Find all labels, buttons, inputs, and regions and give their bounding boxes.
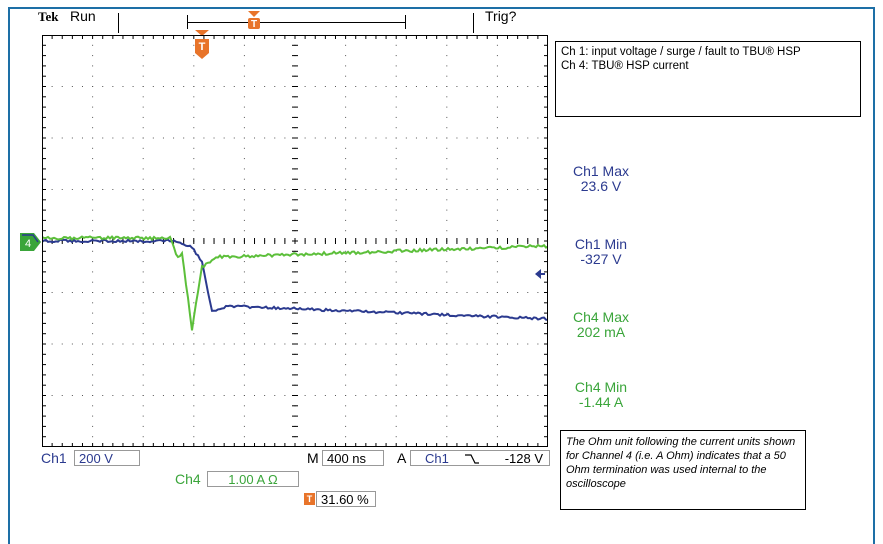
ohm-note-box: The Ohm unit following the current units… (560, 430, 806, 510)
channel-note-line-2: Ch 4: TBU® HSP current (561, 59, 855, 73)
channel-note-box: Ch 1: input voltage / surge / fault to T… (555, 41, 861, 117)
ch4-scale-field[interactable]: 1.00 A Ω (207, 471, 299, 487)
trigger-source: Ch1 (425, 451, 449, 467)
trigger-position-letter: T (251, 19, 257, 30)
ch1-scale-label: Ch1 (41, 450, 67, 466)
graticule (42, 35, 548, 447)
timebase-field[interactable]: 400 ns (322, 450, 384, 466)
falling-edge-icon (465, 454, 479, 464)
ch4-scale-label: Ch4 (175, 471, 201, 487)
trigger-position-field[interactable]: 31.60 % (316, 491, 376, 507)
ch1-scale-field[interactable]: 200 V (74, 450, 140, 466)
status-divider (473, 13, 474, 33)
ch1-min-value: -327 V (548, 252, 654, 267)
record-view-bar (187, 22, 405, 23)
ch4-ground-marker-label: 4 (25, 238, 31, 250)
acquisition-label: A (397, 450, 406, 466)
trigger-settings-field[interactable]: Ch1 -128 V (410, 450, 550, 466)
ch1-min-readout: Ch1 Min -327 V (548, 237, 654, 267)
ch1-max-readout: Ch1 Max 23.6 V (548, 164, 654, 194)
ch1-trace (42, 240, 548, 320)
channel-note-line-1: Ch 1: input voltage / surge / fault to T… (561, 45, 855, 59)
ch1-min-label: Ch1 Min (548, 237, 654, 252)
trigger-position-icon[interactable]: T (247, 11, 261, 35)
ch4-min-readout: Ch4 Min -1.44 A (548, 380, 654, 410)
timebase-label: M (307, 450, 319, 466)
trigger-level: -128 V (505, 451, 543, 467)
record-view-right (405, 15, 406, 29)
ch4-max-readout: Ch4 Max 202 mA (548, 310, 654, 340)
trigger-status: Trig? (485, 8, 516, 24)
ch4-max-label: Ch4 Max (548, 310, 654, 325)
ch1-level-arrow-icon (535, 269, 545, 279)
ch4-ground-marker-icon[interactable]: 4 (20, 233, 42, 251)
ch4-min-value: -1.44 A (548, 395, 654, 410)
run-status: Run (70, 8, 96, 24)
ch1-max-label: Ch1 Max (548, 164, 654, 179)
status-divider (118, 13, 119, 33)
ch4-max-value: 202 mA (548, 325, 654, 340)
record-view-left (187, 15, 188, 29)
trigger-marker-icon: T (304, 493, 315, 505)
ch1-max-value: 23.6 V (548, 179, 654, 194)
brand-label: Tek (38, 9, 58, 25)
ohm-note-text: The Ohm unit following the current units… (566, 436, 795, 490)
ch4-min-label: Ch4 Min (548, 380, 654, 395)
